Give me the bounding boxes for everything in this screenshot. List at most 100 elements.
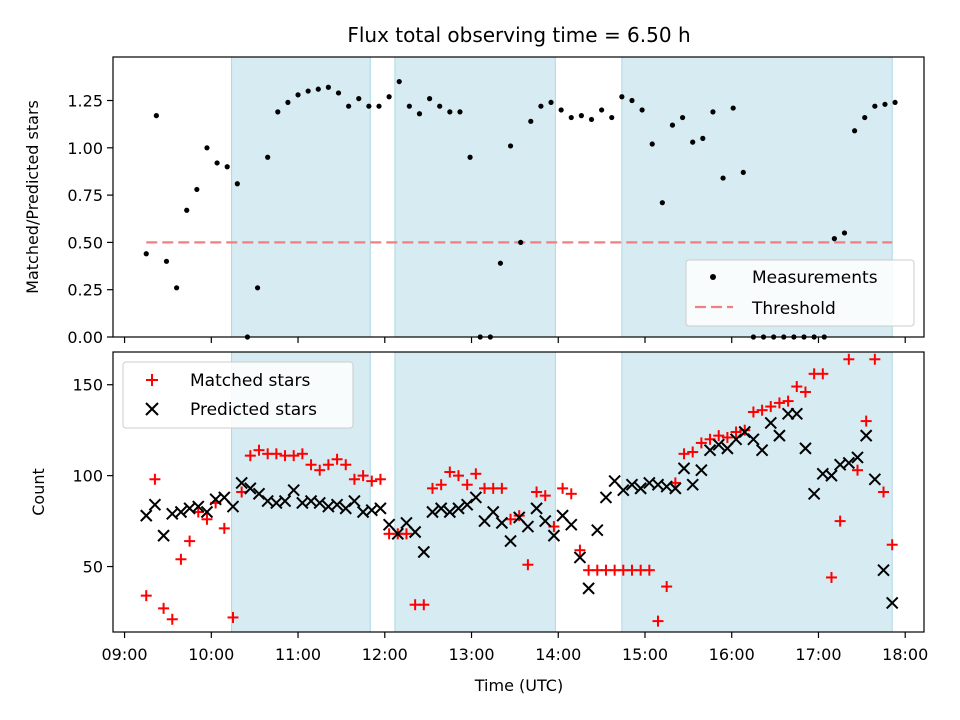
measurement-point — [457, 109, 463, 115]
measurement-point — [619, 94, 625, 100]
predicted-star-point — [174, 505, 188, 519]
measurement-point — [872, 103, 878, 109]
measurement-point — [558, 107, 564, 113]
measurement-point — [497, 260, 504, 266]
legend-label-threshold: Threshold — [751, 299, 836, 319]
measurement-point — [305, 88, 311, 94]
matched-star-point — [253, 444, 265, 456]
measurement-point — [447, 109, 453, 115]
top-y-axis: 0.00 0.25 0.50 0.75 1.00 1.25 — [67, 92, 113, 347]
measurement-point — [163, 258, 170, 264]
matched-star-point — [270, 448, 282, 460]
matched-star-point — [834, 515, 846, 527]
predicted-star-point — [235, 476, 248, 490]
matched-star-point — [860, 415, 872, 427]
measurement-point — [831, 236, 837, 242]
measurement-point — [295, 92, 301, 98]
matched-star-point — [539, 490, 551, 502]
measurement-point — [275, 109, 281, 115]
measurement-point — [184, 207, 190, 213]
predicted-star-point — [695, 463, 708, 477]
predicted-star-point — [859, 429, 873, 442]
measurement-point — [518, 239, 524, 246]
matched-star-point — [357, 470, 369, 482]
predicted-star-point — [565, 518, 578, 531]
predicted-star-point — [582, 582, 595, 595]
predicted-star-point — [677, 462, 691, 475]
matched-star-point — [166, 613, 178, 625]
measurement-point — [386, 94, 392, 100]
measurement-point — [416, 111, 423, 117]
x-tick-label: 18:00 — [882, 645, 928, 664]
measurement-point — [568, 114, 574, 121]
matched-star-point — [531, 486, 543, 498]
legend-label-predicted: Predicted stars — [190, 400, 317, 420]
predicted-star-point — [244, 482, 257, 495]
measurement-point — [356, 96, 362, 102]
x-tick-label: 09:00 — [102, 645, 148, 664]
matched-star-point — [227, 611, 239, 623]
predicted-star-point — [426, 505, 439, 519]
legend-plus-marker — [146, 374, 158, 386]
measurement-point — [599, 107, 605, 113]
predicted-star-point — [747, 433, 760, 446]
predicted-star-point — [504, 534, 517, 548]
matched-star-point — [652, 615, 664, 627]
predicted-star-point — [391, 527, 404, 541]
measurement-point — [153, 113, 159, 119]
matched-star-point — [817, 368, 829, 380]
measurement-point — [214, 160, 220, 166]
matched-star-point — [400, 528, 412, 540]
matched-star-point — [791, 381, 803, 393]
predicted-star-point — [807, 487, 821, 501]
measurement-point — [325, 84, 331, 90]
predicted-star-point — [348, 494, 361, 508]
predicted-star-point — [825, 469, 838, 482]
matched-star-point — [348, 473, 360, 485]
legend-dot-marker — [710, 274, 716, 280]
measurement-point — [669, 122, 676, 128]
measurement-point — [730, 105, 736, 111]
matched-star-point — [695, 437, 707, 449]
matched-star-point — [661, 581, 673, 593]
matched-star-point — [244, 450, 256, 462]
measurement-point — [315, 86, 321, 92]
measurement-point — [538, 103, 544, 109]
matched-star-point — [687, 446, 699, 458]
predicted-star-point — [764, 416, 777, 430]
x-tick-label: 15:00 — [622, 645, 668, 664]
predicted-star-point — [617, 483, 630, 497]
predicted-star-point — [495, 516, 509, 530]
predicted-star-point — [157, 529, 170, 542]
predicted-star-point — [287, 483, 300, 497]
matched-star-point — [340, 459, 352, 471]
predicted-star-point — [799, 442, 812, 455]
matched-star-point — [730, 426, 742, 438]
measurement-point — [234, 181, 240, 187]
predicted-star-point — [434, 502, 448, 515]
measurement-point — [346, 103, 352, 109]
legend-label-matched: Matched stars — [190, 371, 310, 391]
predicted-star-point — [885, 596, 899, 610]
measurement-point — [204, 145, 210, 151]
predicted-star-point — [773, 429, 786, 442]
measurement-point — [467, 154, 473, 160]
predicted-star-point — [842, 456, 856, 470]
top-y-tick-label: 1.25 — [67, 92, 103, 111]
predicted-star-point — [313, 496, 326, 510]
matched-star-point — [522, 559, 534, 571]
matched-star-point — [374, 473, 386, 485]
predicted-star-point — [851, 451, 864, 464]
measurement-point — [882, 101, 888, 107]
matched-star-point — [782, 395, 794, 407]
bottom-y-tick-label: 150 — [72, 376, 103, 395]
predicted-star-point — [192, 500, 205, 513]
bottom-y-tick-label: 100 — [72, 467, 103, 486]
matched-star-point — [314, 464, 326, 476]
measurement-point — [366, 103, 372, 109]
predicted-star-point — [634, 482, 647, 495]
predicted-star-point — [686, 478, 699, 491]
matched-star-point — [878, 486, 890, 498]
top-x-ticks — [123, 337, 906, 343]
matched-star-point — [747, 406, 759, 418]
